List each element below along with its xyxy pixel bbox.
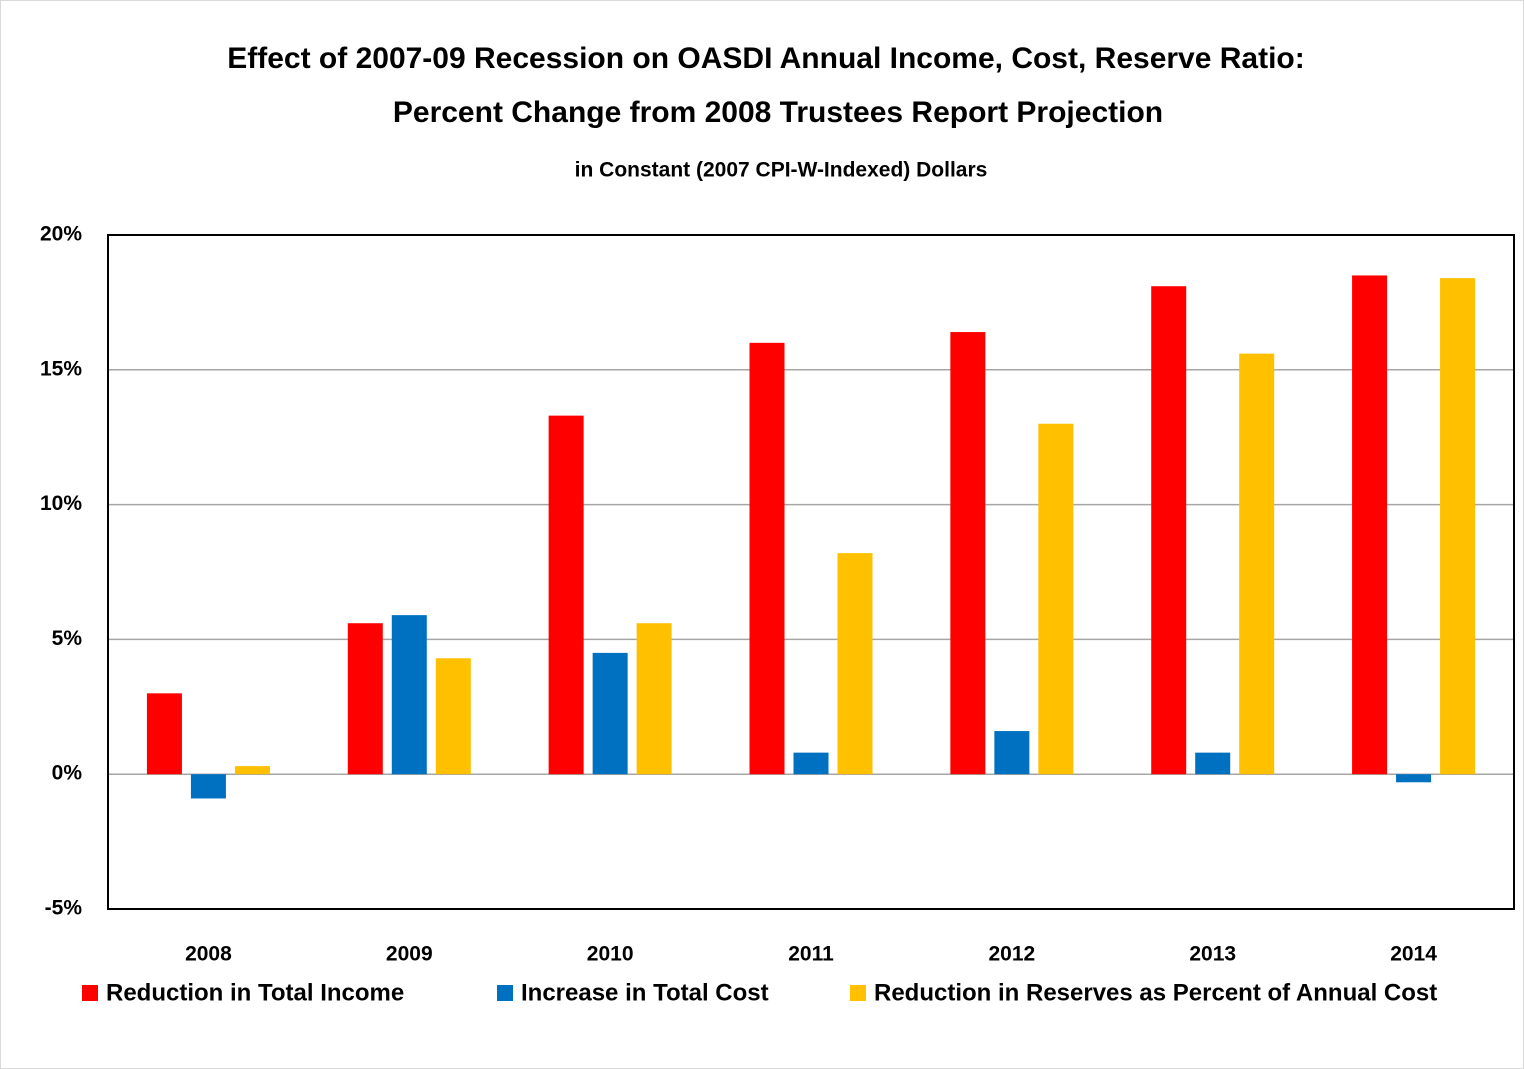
bar — [435, 658, 471, 775]
plot-border — [107, 234, 1515, 910]
y-tick-label: -5% — [45, 897, 83, 920]
bar — [1151, 286, 1187, 775]
bar — [749, 342, 785, 775]
bar — [146, 693, 182, 775]
legend-label: Increase in Total Cost — [521, 979, 769, 1006]
bar — [592, 652, 628, 775]
bar — [391, 615, 427, 775]
x-tick-label: 2009 — [386, 943, 433, 966]
y-tick-label: 15% — [40, 357, 82, 380]
chart-title: Effect of 2007-09 Recession on OASDI Ann… — [227, 42, 1305, 75]
bar — [1038, 423, 1074, 775]
x-tick-label: 2011 — [788, 943, 834, 966]
chart-subtitle: in Constant (2007 CPI-W-Indexed) Dollars — [575, 159, 988, 182]
bar — [950, 332, 986, 775]
bar — [347, 623, 383, 775]
bar — [1239, 353, 1275, 775]
y-tick-label: 20% — [40, 223, 82, 246]
legend-swatch — [850, 985, 866, 1001]
x-tick-label: 2010 — [587, 943, 634, 966]
bar — [1440, 278, 1476, 775]
y-tick-label: 10% — [40, 492, 82, 515]
bar — [1352, 275, 1388, 775]
y-tick-label: 0% — [52, 762, 83, 785]
bar — [994, 731, 1030, 775]
bar — [190, 774, 226, 799]
bar — [548, 415, 584, 775]
bar — [1396, 774, 1432, 783]
legend-label: Reduction in Total Income — [106, 979, 404, 1006]
bar — [793, 752, 829, 775]
bar — [636, 623, 672, 775]
x-tick-label: 2014 — [1390, 943, 1437, 966]
x-tick-label: 2013 — [1189, 943, 1236, 966]
chart-title: Percent Change from 2008 Trustees Report… — [393, 96, 1163, 129]
x-tick-label: 2012 — [988, 943, 1035, 966]
legend-swatch — [82, 985, 98, 1001]
legend-label: Reduction in Reserves as Percent of Annu… — [874, 979, 1437, 1006]
bar — [1195, 752, 1231, 775]
bar — [837, 553, 873, 775]
y-tick-label: 5% — [52, 627, 83, 650]
bar — [234, 766, 270, 775]
x-tick-label: 2008 — [185, 943, 232, 966]
legend-swatch — [497, 985, 513, 1001]
